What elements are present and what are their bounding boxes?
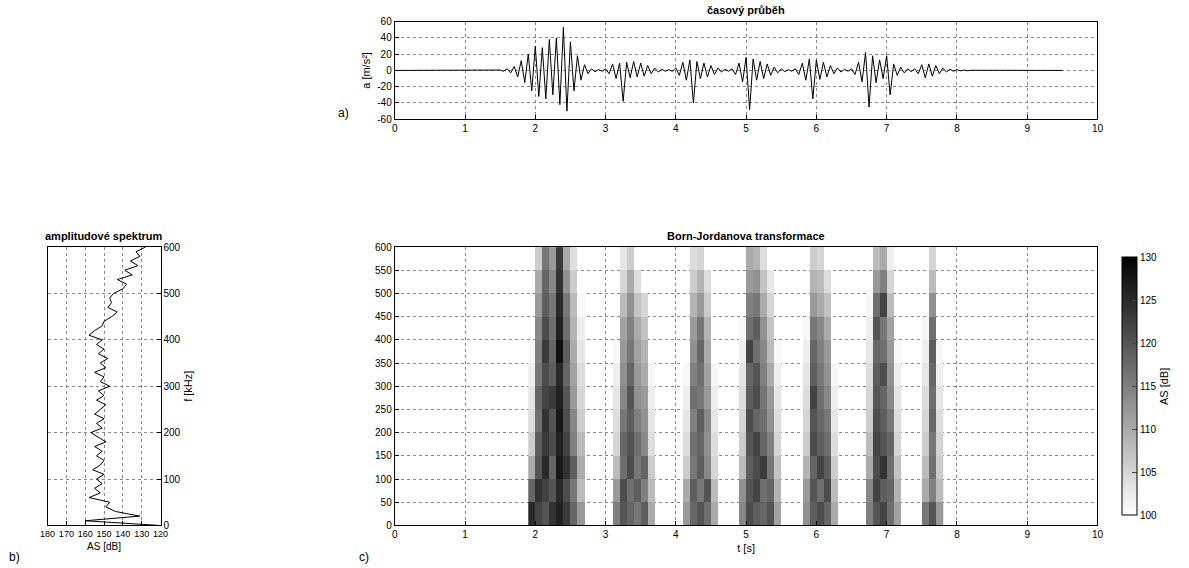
svg-text:t [s]: t [s] (737, 542, 755, 554)
svg-text:7: 7 (884, 529, 890, 540)
svg-text:400: 400 (375, 334, 392, 345)
svg-text:0: 0 (164, 520, 170, 531)
svg-text:9: 9 (1024, 123, 1030, 134)
svg-text:7: 7 (884, 123, 890, 134)
svg-text:10: 10 (1092, 123, 1104, 134)
svg-text:2: 2 (533, 123, 539, 134)
svg-text:160: 160 (78, 529, 93, 539)
svg-text:9: 9 (1024, 529, 1030, 540)
svg-text:200: 200 (375, 427, 392, 438)
svg-text:10: 10 (1092, 529, 1104, 540)
svg-text:250: 250 (375, 404, 392, 415)
svg-text:60: 60 (381, 16, 393, 27)
svg-text:0: 0 (392, 529, 398, 540)
svg-text:20: 20 (381, 49, 393, 60)
svg-text:Born-Jordanova transformace: Born-Jordanova transformace (667, 230, 825, 242)
svg-text:300: 300 (375, 381, 392, 392)
svg-text:b): b) (9, 550, 20, 564)
svg-text:a): a) (338, 106, 349, 120)
svg-text:časový průběh: časový průběh (707, 4, 785, 16)
svg-text:0: 0 (392, 123, 398, 134)
svg-text:f [kHz]: f [kHz] (182, 371, 194, 402)
svg-text:500: 500 (375, 288, 392, 299)
svg-text:150: 150 (97, 529, 112, 539)
svg-text:105: 105 (1140, 467, 1157, 478)
svg-text:500: 500 (164, 288, 181, 299)
svg-text:-40: -40 (377, 97, 392, 108)
svg-text:125: 125 (1140, 295, 1157, 306)
svg-text:110: 110 (1140, 424, 1156, 435)
svg-text:550: 550 (375, 265, 392, 276)
svg-text:AS [dB]: AS [dB] (87, 541, 121, 552)
svg-text:3: 3 (603, 123, 609, 134)
svg-text:-60: -60 (377, 114, 392, 125)
svg-text:100: 100 (375, 474, 392, 485)
svg-text:130: 130 (134, 529, 149, 539)
svg-text:400: 400 (164, 334, 181, 345)
svg-text:4: 4 (673, 529, 679, 540)
svg-text:350: 350 (375, 358, 392, 369)
svg-text:0: 0 (386, 520, 392, 531)
svg-text:0: 0 (386, 65, 392, 76)
svg-text:8: 8 (954, 529, 960, 540)
svg-text:450: 450 (375, 311, 392, 322)
svg-text:130: 130 (1140, 252, 1157, 263)
svg-text:170: 170 (59, 529, 74, 539)
svg-text:120: 120 (153, 529, 168, 539)
svg-text:3: 3 (603, 529, 609, 540)
svg-text:5: 5 (743, 123, 749, 134)
svg-text:150: 150 (375, 450, 392, 461)
svg-text:amplitudové spektrum: amplitudové spektrum (45, 230, 163, 242)
svg-text:a [m/s²]: a [m/s²] (360, 52, 372, 89)
svg-text:4: 4 (673, 123, 679, 134)
svg-text:120: 120 (1140, 338, 1157, 349)
svg-text:-20: -20 (377, 81, 392, 92)
svg-text:300: 300 (164, 381, 181, 392)
svg-text:8: 8 (954, 123, 960, 134)
svg-text:2: 2 (533, 529, 539, 540)
svg-text:100: 100 (164, 474, 181, 485)
svg-text:6: 6 (814, 123, 820, 134)
svg-text:40: 40 (381, 32, 393, 43)
svg-text:100: 100 (1140, 510, 1157, 521)
svg-text:AS [dB]: AS [dB] (1158, 368, 1170, 405)
svg-text:1: 1 (462, 529, 468, 540)
svg-text:600: 600 (164, 242, 181, 253)
svg-text:c): c) (359, 550, 369, 564)
svg-text:6: 6 (814, 529, 820, 540)
svg-text:140: 140 (115, 529, 130, 539)
svg-text:200: 200 (164, 427, 181, 438)
svg-text:5: 5 (743, 529, 749, 540)
svg-text:50: 50 (381, 497, 393, 508)
svg-text:115: 115 (1140, 381, 1156, 392)
svg-text:180: 180 (40, 529, 55, 539)
svg-text:1: 1 (462, 123, 468, 134)
svg-text:600: 600 (375, 242, 392, 253)
